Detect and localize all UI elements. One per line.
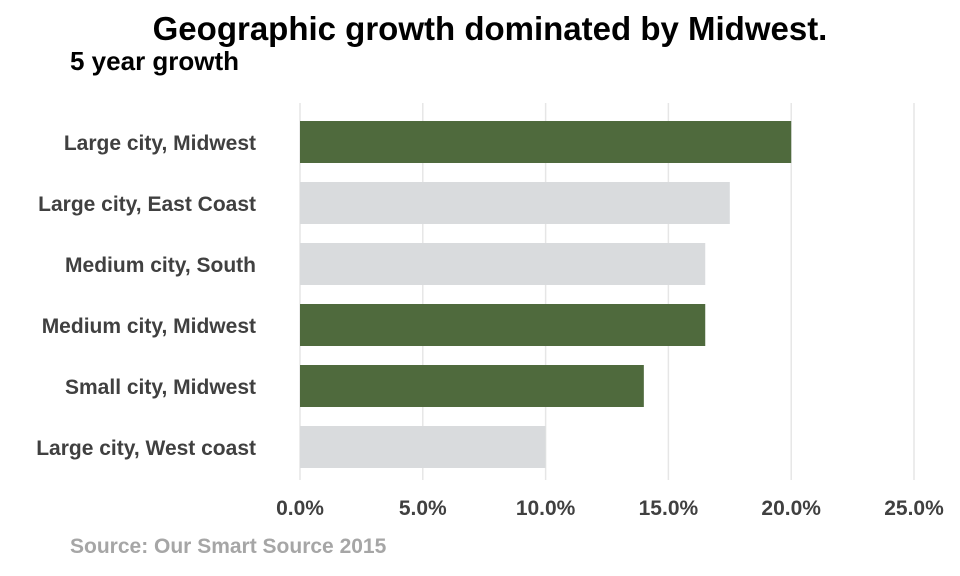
category-label: Large city, Midwest [64,132,256,155]
bar [300,243,706,285]
chart-title: Geographic growth dominated by Midwest. [152,10,828,47]
category-label: Medium city, South [65,254,256,277]
category-label: Small city, Midwest [65,376,256,399]
category-labels: Large city, Midwest Large city, East Coas… [36,132,256,460]
bar [300,365,644,407]
bar [300,304,706,346]
x-tick-label: 0.0% [276,497,324,520]
category-label: Large city, West coast [36,437,256,460]
x-tick-label: 5.0% [399,497,447,520]
grid-lines [299,103,915,480]
source-note: Source: Our Smart Source 2015 [70,535,387,558]
x-tick-label: 25.0% [884,497,944,520]
bar [300,121,792,163]
chart-subtitle: 5 year growth [70,46,240,76]
category-label: Large city, East Coast [38,193,256,216]
bar [300,182,730,224]
category-label: Medium city, Midwest [42,315,256,338]
x-tick-label: 15.0% [639,497,699,520]
bars [300,121,792,468]
bar [300,426,546,468]
x-tick-label: 10.0% [516,497,576,520]
x-tick-label: 20.0% [761,497,821,520]
x-tick-labels: 0.0% 5.0% 10.0% 15.0% 20.0% 25.0% [276,497,944,520]
